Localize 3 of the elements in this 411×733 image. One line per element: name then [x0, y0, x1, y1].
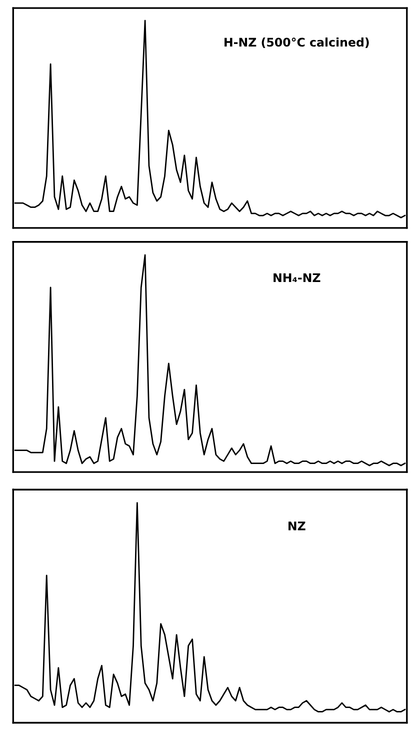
annotation: NH₄-NZ [274, 273, 320, 282]
annotation: H-NZ (500°C calcined) [224, 38, 369, 48]
annotation: NZ [288, 522, 306, 530]
